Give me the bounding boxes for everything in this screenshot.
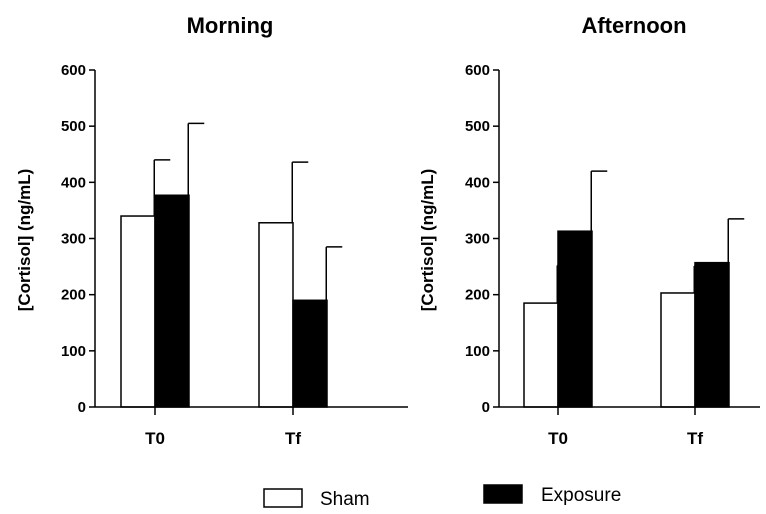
panel-afternoon: Afternoon [Cortisol] (ng/mL) 0 100 200 300 4…	[418, 13, 760, 448]
y-tick-label: 100	[61, 343, 86, 360]
x-category-label: T0	[548, 429, 568, 448]
bar-exposure-t0	[557, 230, 593, 408]
y-tick-label: 400	[61, 174, 86, 191]
bar-exposure-tf	[694, 261, 730, 408]
panel-morning: Morning [Cortisol] (ng/mL) 0 100 200 300 400…	[15, 13, 408, 448]
bar-exposure-t0	[154, 194, 190, 408]
y-tick-label: 500	[61, 118, 86, 135]
panel-title: Morning	[187, 13, 274, 38]
x-category-label: Tf	[285, 429, 301, 448]
y-tick-label: 200	[61, 287, 86, 304]
y-tick-label: 0	[482, 399, 490, 416]
y-tick-label: 600	[61, 62, 86, 79]
y-tick-label: 100	[465, 343, 490, 360]
legend-label-exposure: Exposure	[541, 485, 621, 506]
y-tick-label: 500	[465, 118, 490, 135]
y-axis-label: [Cortisol] (ng/mL)	[418, 169, 437, 312]
y-tick-label: 300	[465, 231, 490, 248]
legend-label-sham: Sham	[320, 489, 370, 510]
y-tick-label: 600	[465, 62, 490, 79]
bar-exposure-tf	[292, 299, 328, 408]
bar-sham-tf	[660, 292, 696, 408]
legend-swatch-sham	[263, 488, 303, 508]
bar-sham-t0	[523, 302, 559, 408]
panel-title: Afternoon	[581, 13, 686, 38]
legend: Sham Exposure	[263, 484, 621, 510]
legend-swatch-exposure	[483, 484, 523, 504]
x-category-label: T0	[145, 429, 165, 448]
y-tick-label: 400	[465, 174, 490, 191]
y-axis-label: [Cortisol] (ng/mL)	[15, 169, 34, 312]
y-tick-label: 0	[78, 399, 86, 416]
bar-sham-tf	[258, 222, 294, 408]
y-tick-label: 200	[465, 287, 490, 304]
y-tick-label: 300	[61, 231, 86, 248]
bar-sham-t0	[120, 215, 156, 408]
x-category-label: Tf	[687, 429, 703, 448]
